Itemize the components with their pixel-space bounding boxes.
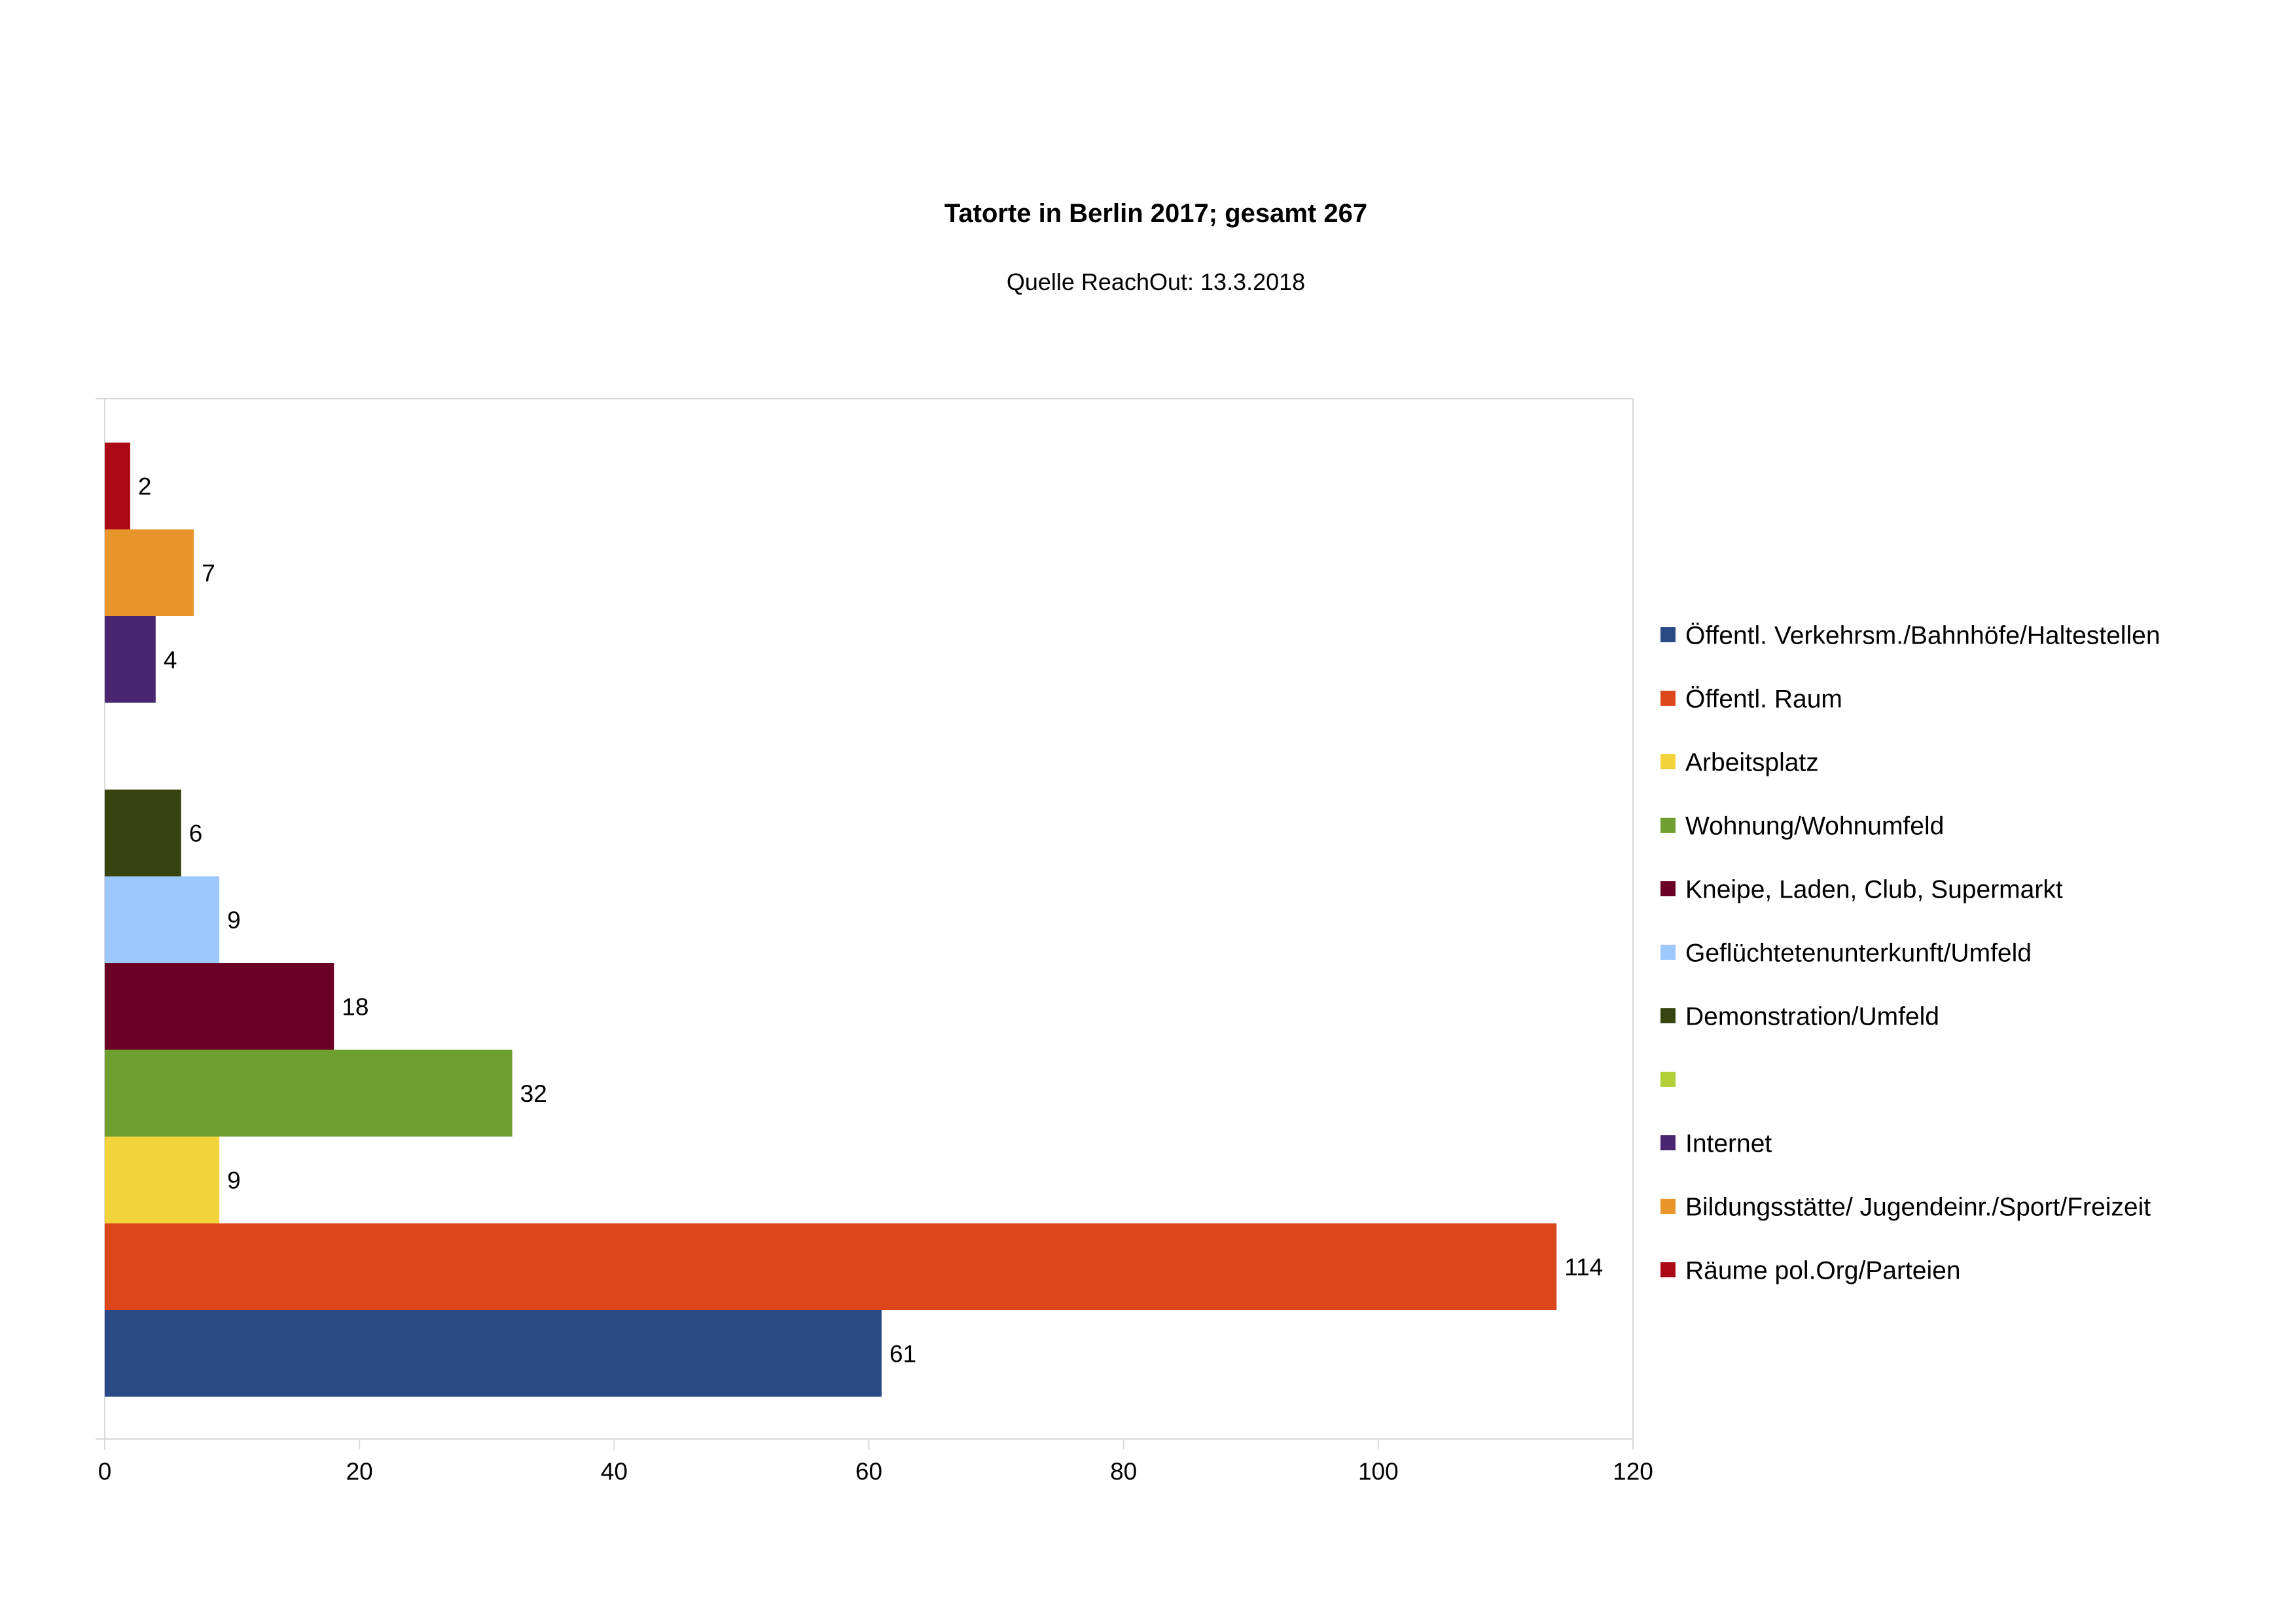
legend-label: Geflüchtetenunterkunft/Umfeld xyxy=(1685,939,2032,968)
legend: Öffentl. Verkehrsm./Bahnhöfe/Haltestelle… xyxy=(1660,622,2161,1285)
x-tick-label: 0 xyxy=(98,1458,112,1485)
legend-label: Räume pol.Org/Parteien xyxy=(1685,1257,1961,1285)
legend-label: Öffentl. Verkehrsm./Bahnhöfe/Haltestelle… xyxy=(1685,622,2161,650)
plot-area: 0 20 40 60 80 100 120 61 114 9 32 18 9 6 4 7 2 xyxy=(96,398,1653,1485)
bar xyxy=(105,1310,882,1397)
legend-swatch xyxy=(1660,1199,1676,1214)
data-label: 2 xyxy=(138,473,152,500)
chart-title: Tatorte in Berlin 2017; gesamt 267 xyxy=(944,199,1367,228)
legend-label: Internet xyxy=(1685,1130,1772,1158)
legend-swatch xyxy=(1660,1262,1676,1277)
bar xyxy=(105,963,334,1050)
legend-swatch xyxy=(1660,1008,1676,1023)
data-label: 6 xyxy=(189,820,203,847)
x-tick-label: 100 xyxy=(1358,1458,1399,1485)
legend-swatch xyxy=(1660,881,1676,896)
bar xyxy=(105,1223,1557,1310)
data-label: 114 xyxy=(1564,1254,1603,1281)
bar xyxy=(105,1137,220,1224)
legend-swatch xyxy=(1660,754,1676,769)
x-tick-label: 120 xyxy=(1613,1458,1653,1485)
data-label: 32 xyxy=(520,1080,547,1107)
bar xyxy=(105,876,220,963)
x-tick-label: 60 xyxy=(855,1458,882,1485)
legend-swatch xyxy=(1660,818,1676,833)
data-label: 9 xyxy=(227,1167,241,1194)
legend-swatch xyxy=(1660,945,1676,960)
legend-swatch xyxy=(1660,1072,1676,1087)
data-label: 4 xyxy=(164,646,177,673)
legend-label: Wohnung/Wohnumfeld xyxy=(1685,812,1944,841)
bar xyxy=(105,529,194,616)
bar xyxy=(105,443,130,530)
legend-label: Kneipe, Laden, Club, Supermarkt xyxy=(1685,876,2063,904)
x-tick-label: 80 xyxy=(1110,1458,1137,1485)
legend-swatch xyxy=(1660,1135,1676,1150)
legend-swatch xyxy=(1660,627,1676,642)
legend-label: Arbeitsplatz xyxy=(1685,749,1819,777)
legend-swatch xyxy=(1660,691,1676,706)
legend-label: Demonstration/Umfeld xyxy=(1685,1003,1939,1031)
bar xyxy=(105,1049,512,1137)
legend-label: Bildungsstätte/ Jugendeinr./Sport/Freize… xyxy=(1685,1194,2151,1222)
data-label: 7 xyxy=(202,560,215,587)
legend-label: Öffentl. Raum xyxy=(1685,685,1842,714)
data-label: 9 xyxy=(227,907,241,934)
x-tick-label: 20 xyxy=(346,1458,373,1485)
bar xyxy=(105,616,156,703)
chart-subtitle: Quelle ReachOut: 13.3.2018 xyxy=(1007,268,1305,295)
data-label: 18 xyxy=(342,993,368,1020)
x-tick-label: 40 xyxy=(601,1458,628,1485)
data-label: 61 xyxy=(889,1340,916,1367)
bar xyxy=(105,790,181,877)
